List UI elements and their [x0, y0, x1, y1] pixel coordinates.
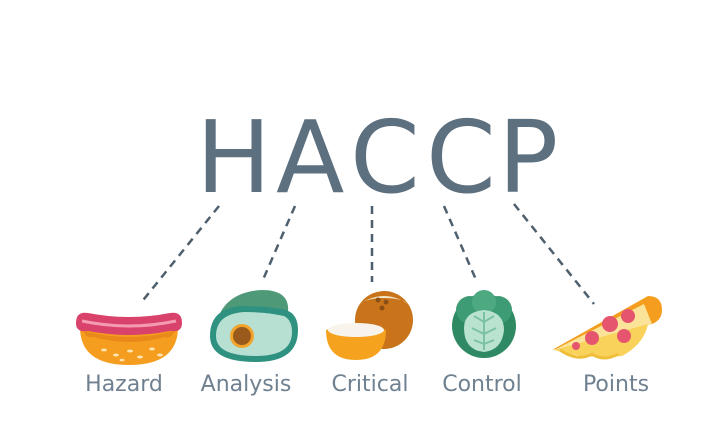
- connector-hazard: [139, 205, 220, 305]
- connector-analysis: [260, 205, 297, 283]
- term-label-points: Points: [582, 372, 650, 397]
- connector-control: [442, 205, 479, 283]
- acronym-letter-a: A: [276, 99, 345, 216]
- pizza-slice-icon: [552, 296, 662, 360]
- acronym-letter-p: P: [498, 99, 559, 216]
- term-label-critical: Critical: [331, 372, 409, 397]
- term-label-control: Control: [442, 372, 522, 397]
- acronym-letter-c2: C: [426, 99, 496, 216]
- coconut-icon: [326, 291, 413, 360]
- cabbage-icon: [452, 290, 516, 358]
- connector-points: [513, 203, 595, 305]
- acronym-letter-c1: C: [350, 99, 420, 216]
- acronym-letter-h: H: [196, 99, 272, 216]
- hot-dog-icon: [76, 312, 182, 365]
- avocado-icon: [210, 290, 298, 362]
- term-label-analysis: Analysis: [200, 372, 292, 397]
- term-label-hazard: Hazard: [85, 372, 163, 397]
